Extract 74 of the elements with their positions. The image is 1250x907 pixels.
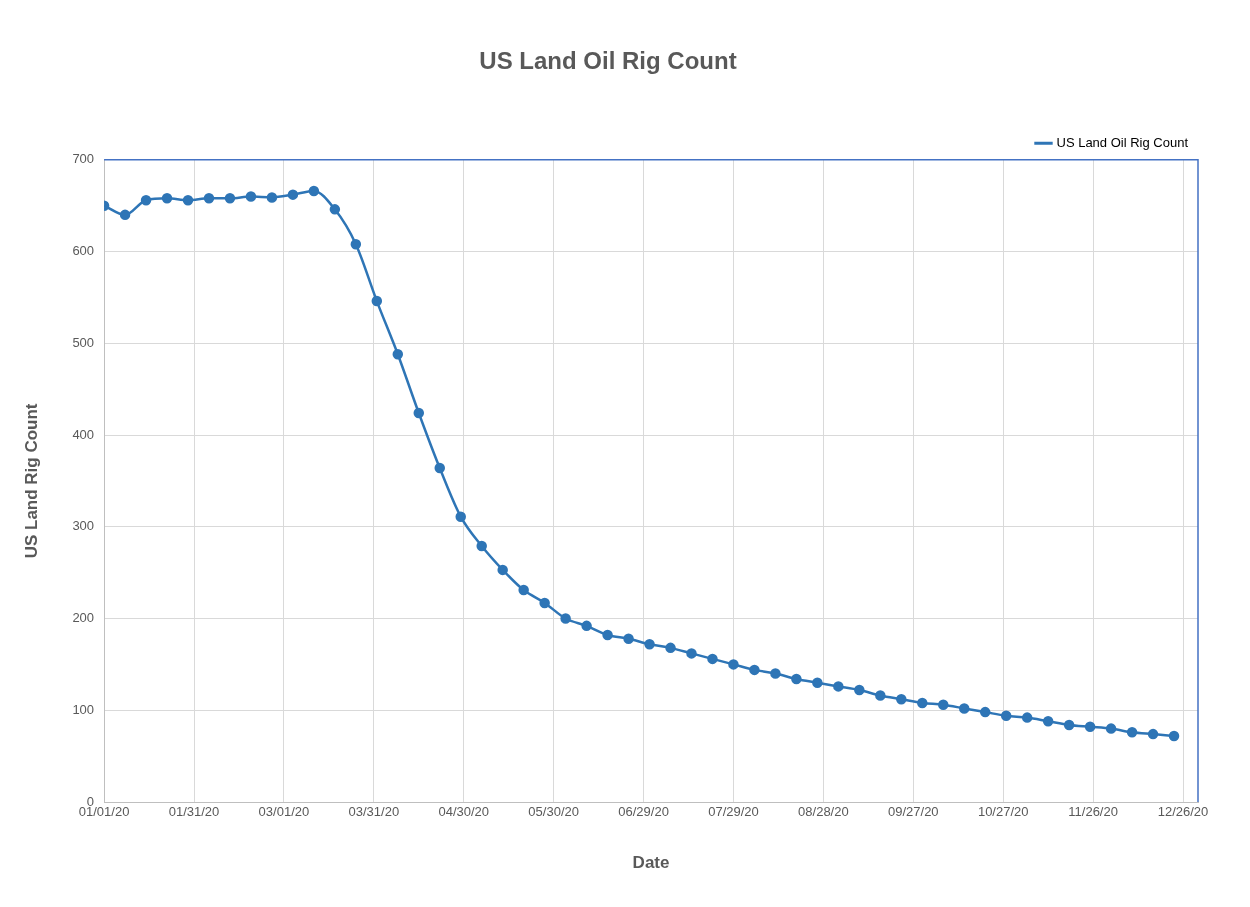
point [539, 597, 550, 609]
point [1042, 716, 1054, 727]
point [623, 633, 634, 644]
point [875, 690, 886, 701]
point [203, 193, 215, 204]
y-tick-label: 300 [72, 518, 95, 534]
chart-title: US Land Oil Rig Count [479, 47, 737, 75]
legend-label: US Land Oil Rig Count [1056, 134, 1189, 150]
point [1168, 730, 1180, 742]
x-tick-label: 01/31/20 [168, 804, 220, 820]
point [728, 659, 739, 670]
point [686, 648, 697, 659]
point [434, 462, 446, 474]
x-axis-title: Date [632, 853, 670, 873]
point [266, 192, 278, 203]
point [896, 694, 907, 705]
point [518, 584, 529, 596]
point [308, 185, 320, 197]
point [371, 295, 383, 307]
x-tick-label: 06/29/20 [618, 804, 669, 820]
y-tick-label: 600 [72, 243, 95, 259]
x-tick-label: 08/28/20 [798, 804, 849, 820]
point [1063, 719, 1075, 731]
x-tick-label: 03/01/20 [258, 804, 310, 820]
point [770, 668, 781, 679]
point [560, 613, 571, 624]
point [1084, 721, 1096, 733]
point [1105, 723, 1117, 734]
y-axis-title: US Land Rig Count [21, 403, 41, 559]
point [392, 349, 404, 360]
point [958, 703, 970, 714]
point [413, 407, 425, 419]
point [1000, 710, 1012, 722]
y-tick-label: 500 [72, 334, 95, 350]
x-tick-label: 12/26/20 [1157, 804, 1209, 820]
point [329, 204, 341, 215]
point [854, 684, 865, 696]
point [1021, 712, 1033, 723]
point [245, 191, 257, 202]
x-tick-label: 09/27/20 [887, 804, 939, 820]
point [140, 194, 152, 206]
x-tick-label: 04/30/20 [438, 804, 490, 820]
y-tick-label: 400 [72, 426, 95, 442]
point [602, 629, 613, 641]
point [287, 189, 299, 200]
y-tick-label: 700 [72, 151, 95, 167]
y-tick-label: 200 [72, 610, 95, 626]
point [161, 193, 173, 204]
x-tick-label: 10/27/20 [977, 804, 1029, 820]
point [182, 194, 194, 206]
point [119, 209, 131, 221]
point [1147, 728, 1159, 740]
point [455, 511, 466, 522]
point [791, 673, 802, 685]
point [644, 638, 655, 650]
x-tick-label: 11/26/20 [1068, 804, 1118, 820]
point [749, 664, 760, 676]
y-tick-label: 100 [72, 701, 95, 717]
point [917, 697, 928, 709]
point [497, 564, 508, 576]
point [979, 706, 991, 718]
x-tick-label: 05/30/20 [528, 804, 579, 820]
x-tick-label: 07/29/20 [708, 804, 759, 820]
point [350, 238, 362, 250]
point [833, 681, 844, 692]
x-tick-label: 03/31/20 [348, 804, 400, 820]
point [476, 540, 487, 552]
point [581, 620, 592, 632]
point [665, 642, 676, 654]
point [1126, 727, 1138, 738]
point [224, 193, 236, 204]
point [707, 653, 718, 665]
point [938, 699, 949, 710]
point [812, 677, 823, 688]
